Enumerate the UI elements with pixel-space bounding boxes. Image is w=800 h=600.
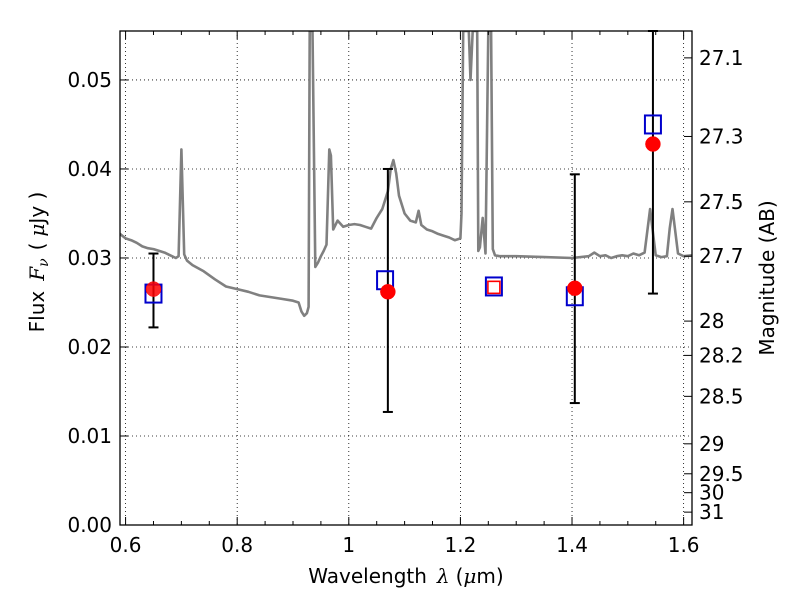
y2-tick-label: 27.5 (699, 190, 744, 214)
model-photometry-square (484, 276, 503, 297)
y-axis-label: Flux Fν ( μJy ) (25, 192, 52, 333)
y-axis-label-prefix: Flux (25, 291, 49, 333)
x-tick-label: 1.6 (668, 533, 700, 557)
y2-axis-label: Magnitude (AB) (755, 200, 779, 355)
sed-model-spectrum (120, 31, 692, 318)
x-axis-label-prefix: Wavelength (308, 564, 427, 588)
y2-tick-label: 27.1 (699, 46, 744, 70)
x-axis-label: Wavelength λ (μm) (308, 564, 503, 588)
y2-tick-label: 30 (699, 481, 724, 505)
x-tick-label: 1 (342, 533, 355, 557)
y2-tick-label: 28 (699, 309, 724, 333)
y-axis-label-unit-open: ( (25, 243, 49, 251)
x-tick-label: 1.4 (556, 533, 588, 557)
y-axis-label-symbol: F (25, 266, 49, 282)
x-axis-label-unit-open: ( (456, 564, 464, 588)
x-tick-label: 0.8 (221, 533, 253, 557)
x-axis-label-unit-rest: m) (476, 564, 503, 588)
marker-layer (144, 114, 662, 307)
x-tick-label: 1.2 (445, 533, 477, 557)
y2-tick-label: 29 (699, 432, 724, 456)
y-tick-label: 0.02 (67, 335, 112, 359)
x-axis-label-unit-mu: μ (463, 564, 476, 588)
y2-tick-label: 28.5 (699, 384, 744, 408)
x-axis-label-symbol: λ (436, 564, 450, 588)
observed-point (567, 280, 583, 296)
y-tick-label: 0.03 (67, 246, 112, 270)
y-axis-label-unit-mu: μ (25, 224, 49, 237)
y2-tick-label: 27.7 (699, 244, 744, 268)
y2-tick-label: 29.5 (699, 462, 744, 486)
plot-frame (119, 30, 693, 526)
y-axis-label-unit-rest: Jy ) (25, 192, 49, 226)
observed-point (380, 284, 396, 300)
y2-tick-label: 27.3 (699, 124, 744, 148)
plot-background (120, 31, 692, 525)
y-tick-label: 0.05 (67, 68, 112, 92)
observed-point (145, 281, 162, 297)
upper-limit-square (487, 280, 501, 295)
y-tick-label: 0.01 (67, 424, 112, 448)
y-tick-label: 0.04 (67, 157, 112, 181)
axis-ticks: 0.6 0.8 1 1.2 1.4 1.6 0.00 0.01 0.02 0.03 0.04 0.05… (67, 31, 744, 557)
y-tick-label: 0.00 (67, 513, 112, 537)
sed-model-layer (120, 31, 692, 318)
y2-tick-label: 31 (699, 500, 724, 524)
y-axis-label-subscript: ν (36, 258, 52, 267)
model-photometry-square (643, 114, 662, 135)
x-tick-label: 0.6 (110, 533, 142, 557)
observed-point (645, 136, 661, 152)
y2-tick-label: 28.2 (699, 343, 744, 367)
